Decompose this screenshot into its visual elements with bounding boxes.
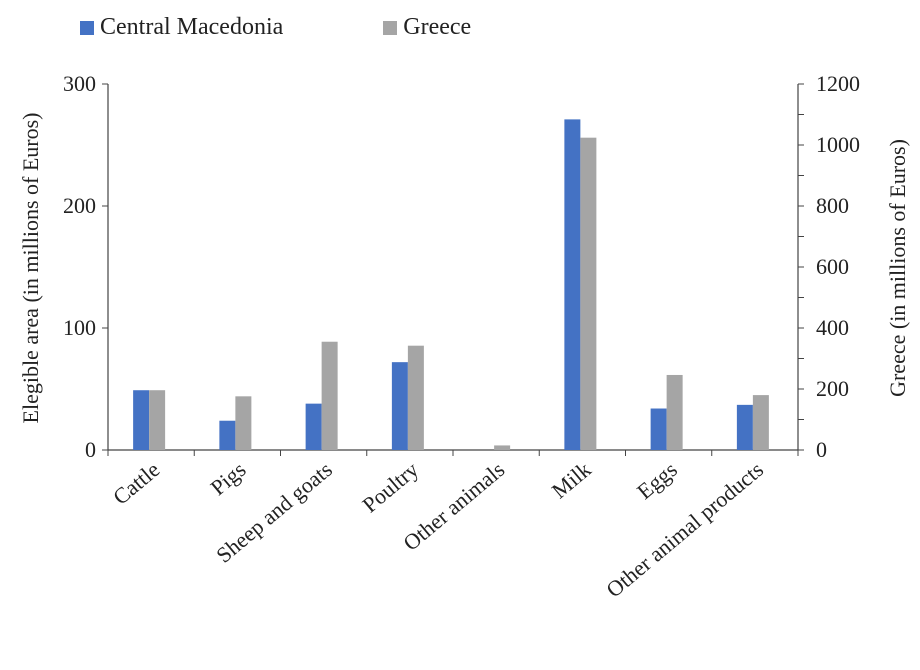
bar-central-macedonia-pigs bbox=[219, 420, 236, 450]
y2-axis-title: Greece (in millions of Euros) bbox=[885, 139, 910, 397]
bar-greece-milk bbox=[580, 137, 597, 450]
bar-central-macedonia-eggs bbox=[650, 408, 667, 450]
chart-labels: 0 100 200 300 0 200 400 600 800 1000 1200 Cattle Pig… bbox=[63, 71, 860, 602]
bar-central-macedonia-poultry bbox=[391, 362, 408, 450]
bar-greece-pigs bbox=[235, 396, 252, 450]
x-tick-label: Pigs bbox=[205, 457, 250, 501]
chart-bars bbox=[133, 119, 769, 450]
bar-greece-eggs bbox=[666, 374, 683, 450]
legend-swatch-central-macedonia bbox=[80, 20, 94, 35]
legend-item-central-macedonia: Central Macedonia bbox=[80, 14, 283, 41]
y2-tick-label: 1000 bbox=[816, 132, 860, 157]
bar-greece-poultry bbox=[407, 345, 424, 450]
legend-label-greece: Greece bbox=[403, 14, 472, 40]
bar-greece-sheep-and-goats bbox=[321, 341, 338, 450]
legend-label-central-macedonia: Central Macedonia bbox=[100, 14, 284, 40]
y2-tick-label: 400 bbox=[816, 315, 849, 340]
x-tick-label: Other animal products bbox=[601, 457, 768, 603]
y-tick-label: 100 bbox=[63, 315, 96, 340]
y2-tick-label: 200 bbox=[816, 376, 849, 401]
chart-axes bbox=[102, 83, 804, 456]
bar-central-macedonia-other-animal-products bbox=[736, 404, 753, 450]
x-tick-label: Cattle bbox=[108, 457, 164, 510]
legend-swatch-greece bbox=[383, 20, 398, 35]
x-tick-label: Milk bbox=[547, 457, 596, 504]
bar-greece-other-animal-products bbox=[752, 395, 769, 450]
x-tick-label: Poultry bbox=[357, 457, 423, 518]
y2-tick-label: 600 bbox=[816, 254, 849, 279]
y-tick-label: 200 bbox=[63, 193, 96, 218]
y-tick-label: 0 bbox=[85, 437, 96, 462]
y2-tick-label: 800 bbox=[816, 193, 849, 218]
bar-greece-other-animals bbox=[494, 445, 511, 450]
legend: Central Macedonia Greece bbox=[80, 14, 471, 41]
legend-item-greece: Greece bbox=[383, 14, 471, 41]
x-tick-label: Eggs bbox=[632, 457, 682, 504]
bar-central-macedonia-milk bbox=[564, 119, 581, 450]
y2-tick-label: 1200 bbox=[816, 71, 860, 96]
y-tick-label: 300 bbox=[63, 71, 96, 96]
bar-central-macedonia-sheep-and-goats bbox=[305, 403, 322, 450]
y-axis-title: Elegible area (in millions of Euros) bbox=[18, 113, 43, 424]
bar-central-macedonia-cattle bbox=[133, 390, 150, 450]
y2-tick-label: 0 bbox=[816, 437, 827, 462]
bar-greece-cattle bbox=[149, 390, 166, 450]
